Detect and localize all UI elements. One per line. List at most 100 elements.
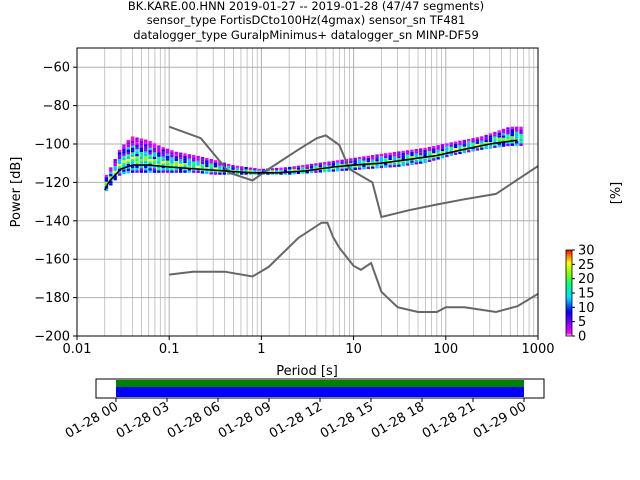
ppsd-cell — [157, 161, 161, 164]
ppsd-cell — [397, 151, 401, 154]
ppsd-cell — [366, 164, 371, 167]
ppsd-cell — [405, 150, 410, 153]
ppsd-cell — [506, 136, 510, 140]
ppsd-cell — [445, 143, 449, 146]
ppsd-cell — [449, 153, 453, 156]
y-tick-label: −100 — [34, 138, 70, 153]
ppsd-cell — [370, 157, 375, 160]
ppsd-cell — [144, 146, 148, 150]
ppsd-cell — [497, 132, 501, 136]
y-tick-label: −200 — [34, 330, 70, 345]
ppsd-cell — [497, 137, 501, 141]
ppsd-cell — [510, 143, 515, 146]
ppsd-cell — [152, 165, 157, 169]
ppsd-cell — [379, 158, 384, 161]
ppsd-cell — [418, 150, 423, 153]
ppsd-cell — [130, 154, 135, 157]
ppsd-cell — [130, 161, 135, 164]
ppsd-cell — [113, 159, 117, 162]
ppsd-cell — [462, 139, 467, 143]
grid — [76, 48, 538, 337]
ppsd-cell — [392, 162, 397, 166]
ppsd-cell — [314, 170, 318, 173]
ppsd-cell — [388, 152, 392, 156]
ppsd-cell — [187, 170, 192, 173]
ppsd-cell — [414, 149, 419, 152]
ppsd-cell — [144, 139, 148, 142]
ppsd-cell — [161, 156, 165, 159]
ppsd-cell — [397, 153, 401, 156]
ppsd-cell — [222, 162, 226, 166]
ppsd-cell — [379, 156, 384, 159]
ppsd-cell — [292, 171, 296, 175]
y-tick-label: −120 — [34, 176, 70, 191]
ppsd-cell — [405, 156, 410, 159]
ppsd-cell — [449, 144, 453, 147]
ppsd-cell — [113, 168, 117, 171]
ppsd-cell — [283, 167, 288, 170]
ppsd-cell — [493, 145, 497, 148]
ppsd-cell — [327, 161, 331, 164]
ppsd-cell — [418, 159, 423, 162]
ppsd-cell — [161, 147, 165, 150]
ppsd-cell — [161, 168, 165, 171]
ppsd-cell — [152, 145, 157, 148]
ppsd-cell — [279, 169, 283, 173]
ppsd-cell — [122, 165, 126, 168]
ppsd-cell — [122, 160, 126, 163]
ppsd-cell — [139, 165, 144, 169]
y-tick-label: −80 — [43, 99, 70, 114]
ppsd-cell — [388, 162, 392, 166]
ppsd-cell — [139, 149, 144, 153]
ppsd-cell — [270, 172, 274, 175]
ppsd-cell — [200, 161, 205, 165]
ppsd-cell — [117, 152, 122, 155]
ppsd-cell — [506, 141, 510, 144]
ppsd-cell — [178, 159, 183, 162]
ppsd-cell — [484, 139, 488, 143]
ppsd-cell — [453, 148, 458, 151]
ppsd-cell — [366, 157, 371, 161]
chart-title-line-1: BK.KARE.00.HNN 2019-01-27 -- 2019-01-28 … — [128, 0, 484, 13]
ppsd-cell — [122, 169, 126, 172]
ppsd-cell — [226, 163, 231, 167]
coverage-tick-label: 01-28 00 — [63, 399, 121, 441]
ppsd-cell — [200, 159, 205, 162]
plot-frame — [76, 47, 539, 337]
ppsd-cell — [126, 144, 130, 148]
ppsd-cell — [357, 161, 362, 164]
ppsd-cell — [414, 159, 419, 163]
ppsd-cell — [423, 158, 427, 161]
ppsd-cell — [213, 160, 218, 163]
ppsd-cell — [436, 149, 440, 153]
ppsd-cell — [222, 172, 226, 175]
ppsd-cell — [375, 156, 379, 160]
ppsd-cell — [126, 161, 130, 164]
ppsd-cell — [366, 155, 371, 158]
ppsd-cell — [488, 146, 493, 149]
ppsd-cell — [462, 146, 467, 149]
ppsd-cell — [510, 141, 515, 144]
ppsd-cell — [510, 133, 515, 137]
ppsd-cell — [261, 168, 266, 171]
ppsd-cell — [453, 152, 458, 155]
y-ticks: −60 −80 −100 −120 −140 −160 −180 −200 — [34, 61, 77, 345]
ppsd-cell — [117, 154, 122, 157]
y-axis-label: Power [dB] — [9, 157, 24, 228]
ppsd-cell — [157, 170, 161, 173]
coverage-tick-label: 01-28 03 — [114, 399, 172, 441]
colorbar-tick-label: 30 — [578, 244, 595, 259]
ppsd-cell — [187, 154, 192, 157]
ppsd-cell — [109, 167, 113, 170]
coverage-tick-label: 01-28 06 — [165, 399, 223, 441]
ppsd-cell — [375, 154, 379, 157]
ppsd-cell — [418, 152, 423, 155]
ppsd-cell — [148, 166, 152, 169]
ppsd-cell — [480, 138, 484, 141]
ppsd-cell — [144, 156, 148, 159]
ppsd-cell — [318, 165, 322, 168]
ppsd-cell — [497, 140, 501, 143]
ppsd-cell — [270, 170, 274, 173]
